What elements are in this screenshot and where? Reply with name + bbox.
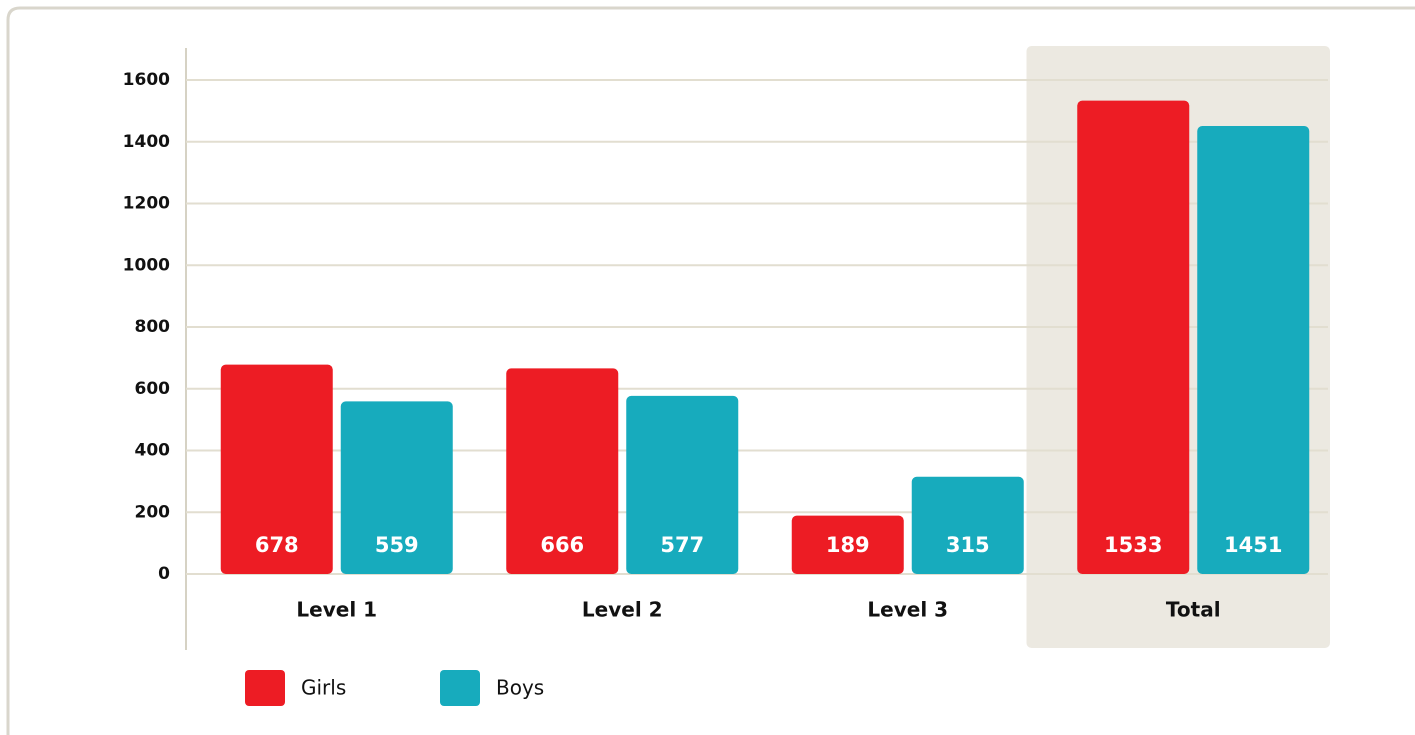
- data-label: 315: [946, 533, 990, 557]
- x-tick-label: Level 1: [296, 598, 377, 622]
- bar: [506, 368, 619, 574]
- bar: [1077, 100, 1190, 574]
- y-tick-label: 1600: [123, 70, 170, 90]
- card-border: [6, 6, 1415, 735]
- y-tick-label: 800: [135, 317, 171, 337]
- legend-label: Girls: [301, 676, 346, 700]
- y-tick-label: 400: [135, 441, 171, 461]
- data-label: 577: [660, 533, 704, 557]
- legend-swatch: [440, 670, 480, 706]
- legend-swatch: [245, 670, 285, 706]
- x-tick-label: Level 3: [867, 598, 948, 622]
- data-label: 666: [540, 533, 584, 557]
- data-label: 1451: [1224, 533, 1282, 557]
- bar: [791, 515, 904, 574]
- bar: [1197, 126, 1310, 574]
- x-tick-label: Level 2: [582, 598, 663, 622]
- x-tick-label: Total: [1166, 598, 1221, 622]
- data-label: 189: [826, 533, 870, 557]
- y-tick-label: 600: [135, 379, 171, 399]
- y-tick-label: 1400: [123, 132, 170, 152]
- data-label: 1533: [1104, 533, 1162, 557]
- y-tick-label: 0: [158, 564, 170, 584]
- y-tick-label: 200: [135, 502, 171, 522]
- data-label: 678: [255, 533, 299, 557]
- bar: [220, 364, 333, 574]
- data-label: 559: [375, 533, 419, 557]
- bar: [626, 395, 739, 574]
- bar: [340, 401, 453, 574]
- y-tick-label: 1000: [123, 255, 170, 275]
- legend-label: Boys: [496, 676, 544, 700]
- bar: [911, 476, 1024, 574]
- y-tick-label: 1200: [123, 194, 170, 214]
